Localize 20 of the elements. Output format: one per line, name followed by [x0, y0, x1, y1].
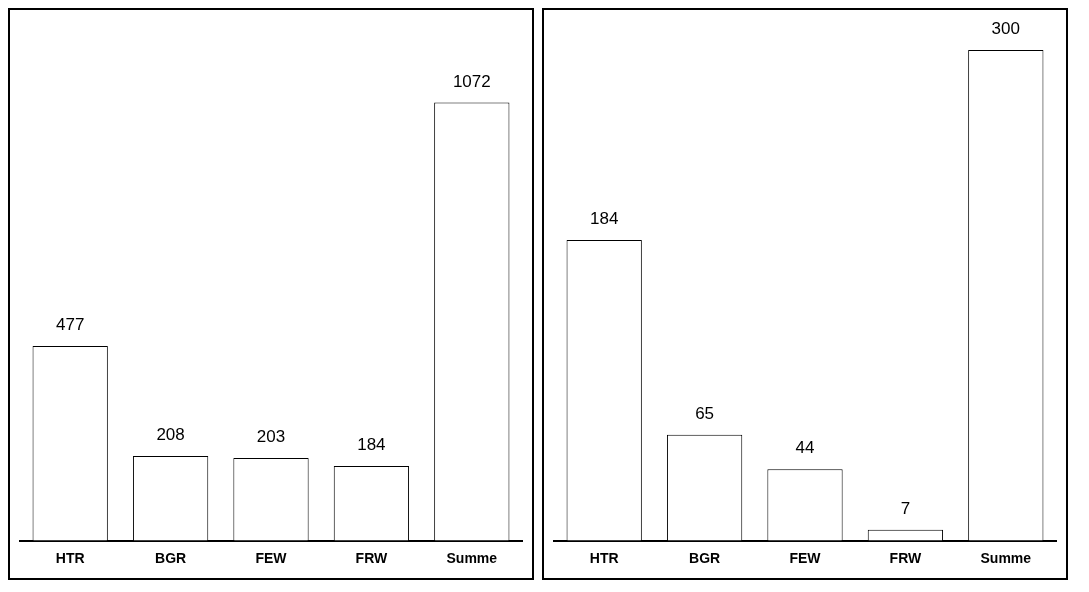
data-label: 300	[991, 19, 1020, 39]
x-tick-label: HTR	[55, 550, 85, 567]
data-label: 1072	[452, 71, 491, 91]
x-tick-label: Summe	[446, 550, 498, 567]
data-label: 7	[900, 498, 911, 518]
x-tick-label: FEW	[255, 550, 288, 567]
x-tick-label: FRW	[889, 550, 922, 567]
x-tick-label: Summe	[980, 550, 1032, 567]
x-tick-label: BGR	[689, 550, 721, 567]
x-tick-label: HTR	[589, 550, 619, 567]
x-tick-label: FRW	[355, 550, 388, 567]
data-label: 477	[56, 315, 85, 335]
data-label: 184	[590, 209, 619, 229]
data-label: 203	[256, 427, 286, 447]
data-label: 65	[695, 403, 715, 423]
data-label: 184	[357, 435, 386, 455]
data-label: 208	[156, 425, 185, 445]
data-label: 44	[795, 438, 815, 458]
x-tick-label: FEW	[789, 550, 822, 567]
x-tick-label: BGR	[155, 550, 187, 567]
